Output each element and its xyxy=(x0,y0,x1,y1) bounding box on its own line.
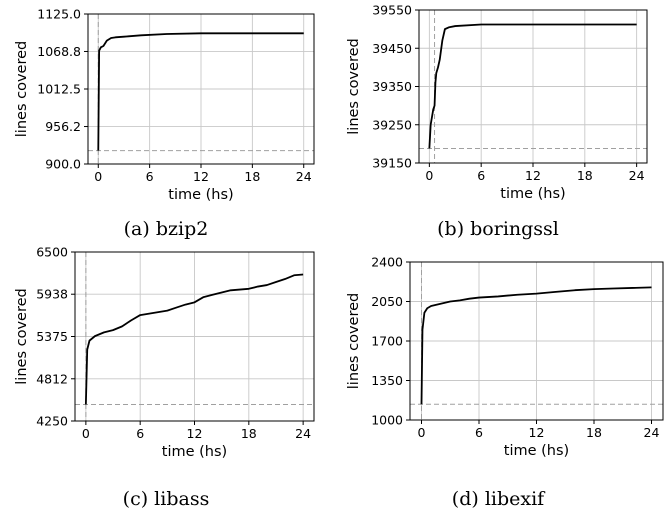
y-tick-label: 1000 xyxy=(371,413,403,428)
subplot-boringssl: 0 6 12 18 24 39150 39250 39350 39450 39550 time (h… xyxy=(346,3,648,202)
x-axis-label: time (hs) xyxy=(162,444,227,460)
caption-bzip2: (a) bzip2 xyxy=(123,218,209,240)
x-tick-label: 0 xyxy=(418,425,426,440)
y-tick-label: 900.0 xyxy=(45,157,81,172)
y-tick-label: 2400 xyxy=(371,255,403,270)
x-axis-label: time (hs) xyxy=(168,187,233,203)
x-tick-label: 24 xyxy=(296,169,312,184)
y-tick-label: 39150 xyxy=(372,156,412,171)
y-tick-label: 1068.8 xyxy=(37,44,81,59)
caption-boringssl: (b) boringssl xyxy=(437,218,559,240)
y-tick-label: 5938 xyxy=(36,287,68,302)
coverage-line xyxy=(420,286,652,405)
y-tick-label: 5375 xyxy=(36,329,68,344)
y-tick-label: 39250 xyxy=(372,117,412,132)
x-tick-label: 18 xyxy=(577,168,593,183)
x-tick-label: 24 xyxy=(629,168,645,183)
y-tick-label: 1700 xyxy=(371,334,403,349)
subplot-libexif: 0 6 12 18 24 1000 1350 1700 2050 2400 time (hs) lin… xyxy=(346,255,664,459)
coverage-line xyxy=(428,23,637,149)
y-tick-label: 39450 xyxy=(372,41,412,56)
x-tick-label: 24 xyxy=(295,426,311,441)
x-tick-label: 12 xyxy=(187,426,203,441)
y-tick-label: 4812 xyxy=(36,371,68,386)
x-tick-label: 0 xyxy=(94,169,102,184)
y-axis-label: lines covered xyxy=(346,38,362,134)
y-tick-label: 2050 xyxy=(371,294,403,309)
x-tick-label: 24 xyxy=(644,425,660,440)
x-tick-label: 6 xyxy=(146,169,154,184)
x-axis-label: time (hs) xyxy=(500,186,565,202)
x-tick-label: 12 xyxy=(193,169,209,184)
y-tick-label: 6500 xyxy=(36,245,68,260)
x-tick-label: 18 xyxy=(244,169,260,184)
x-tick-label: 6 xyxy=(136,426,144,441)
subplot-libass: 0 6 12 18 24 4250 4812 5375 5938 6500 time (hs) lin… xyxy=(14,245,315,460)
x-tick-label: 6 xyxy=(477,168,485,183)
y-axis-label: lines covered xyxy=(14,41,30,137)
x-axis-label: time (hs) xyxy=(504,443,569,459)
y-tick-label: 4250 xyxy=(36,414,68,429)
x-tick-label: 0 xyxy=(425,168,433,183)
y-tick-label: 1350 xyxy=(371,373,403,388)
y-axis-label: lines covered xyxy=(14,288,30,384)
caption-libass: (c) libass xyxy=(122,488,210,510)
y-tick-label: 1125.0 xyxy=(37,7,81,22)
subplot-bzip2: 0 6 12 18 24 900.0 956.2 1012.5 1068.8 1125.0 time… xyxy=(14,7,315,203)
x-tick-label: 12 xyxy=(525,168,541,183)
x-tick-label: 12 xyxy=(529,425,545,440)
coverage-line xyxy=(97,32,304,151)
y-tick-label: 39550 xyxy=(372,3,412,18)
y-tick-label: 956.2 xyxy=(45,119,81,134)
x-tick-label: 18 xyxy=(241,426,257,441)
y-tick-label: 39350 xyxy=(372,79,412,94)
y-axis-label: lines covered xyxy=(346,293,362,389)
y-tick-label: 1012.5 xyxy=(37,82,81,97)
x-tick-label: 18 xyxy=(586,425,602,440)
caption-libexif: (d) libexif xyxy=(451,488,545,510)
x-tick-label: 0 xyxy=(82,426,90,441)
x-tick-label: 6 xyxy=(475,425,483,440)
coverage-line xyxy=(84,273,304,405)
